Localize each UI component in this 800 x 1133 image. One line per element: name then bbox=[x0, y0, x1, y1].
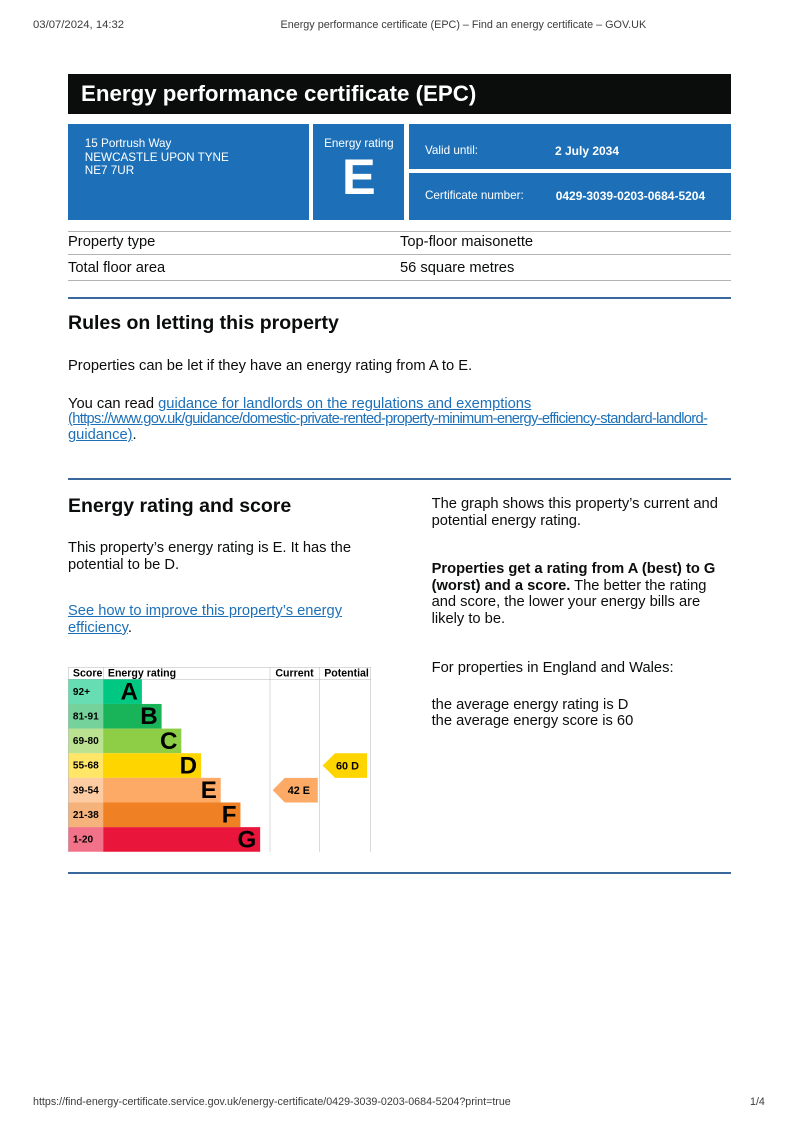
svg-text:D: D bbox=[180, 752, 197, 779]
svg-text:21-38: 21-38 bbox=[73, 810, 99, 821]
svg-text:A: A bbox=[121, 678, 138, 705]
svg-text:Potential: Potential bbox=[324, 667, 369, 679]
svg-text:39-54: 39-54 bbox=[73, 785, 99, 796]
svg-text:Current: Current bbox=[275, 667, 314, 679]
svg-text:G: G bbox=[237, 826, 256, 852]
svg-text:F: F bbox=[222, 801, 237, 828]
svg-text:55-68: 55-68 bbox=[73, 760, 99, 771]
svg-text:92+: 92+ bbox=[73, 686, 90, 697]
svg-text:Energy rating: Energy rating bbox=[108, 667, 176, 679]
svg-text:81-91: 81-91 bbox=[73, 711, 99, 722]
svg-text:E: E bbox=[201, 777, 217, 804]
svg-text:B: B bbox=[140, 703, 157, 730]
svg-text:C: C bbox=[160, 727, 177, 754]
svg-text:60 D: 60 D bbox=[336, 760, 359, 772]
svg-text:1-20: 1-20 bbox=[73, 834, 94, 845]
svg-text:42 E: 42 E bbox=[288, 785, 310, 797]
svg-text:69-80: 69-80 bbox=[73, 736, 99, 747]
svg-text:Score: Score bbox=[73, 667, 103, 679]
